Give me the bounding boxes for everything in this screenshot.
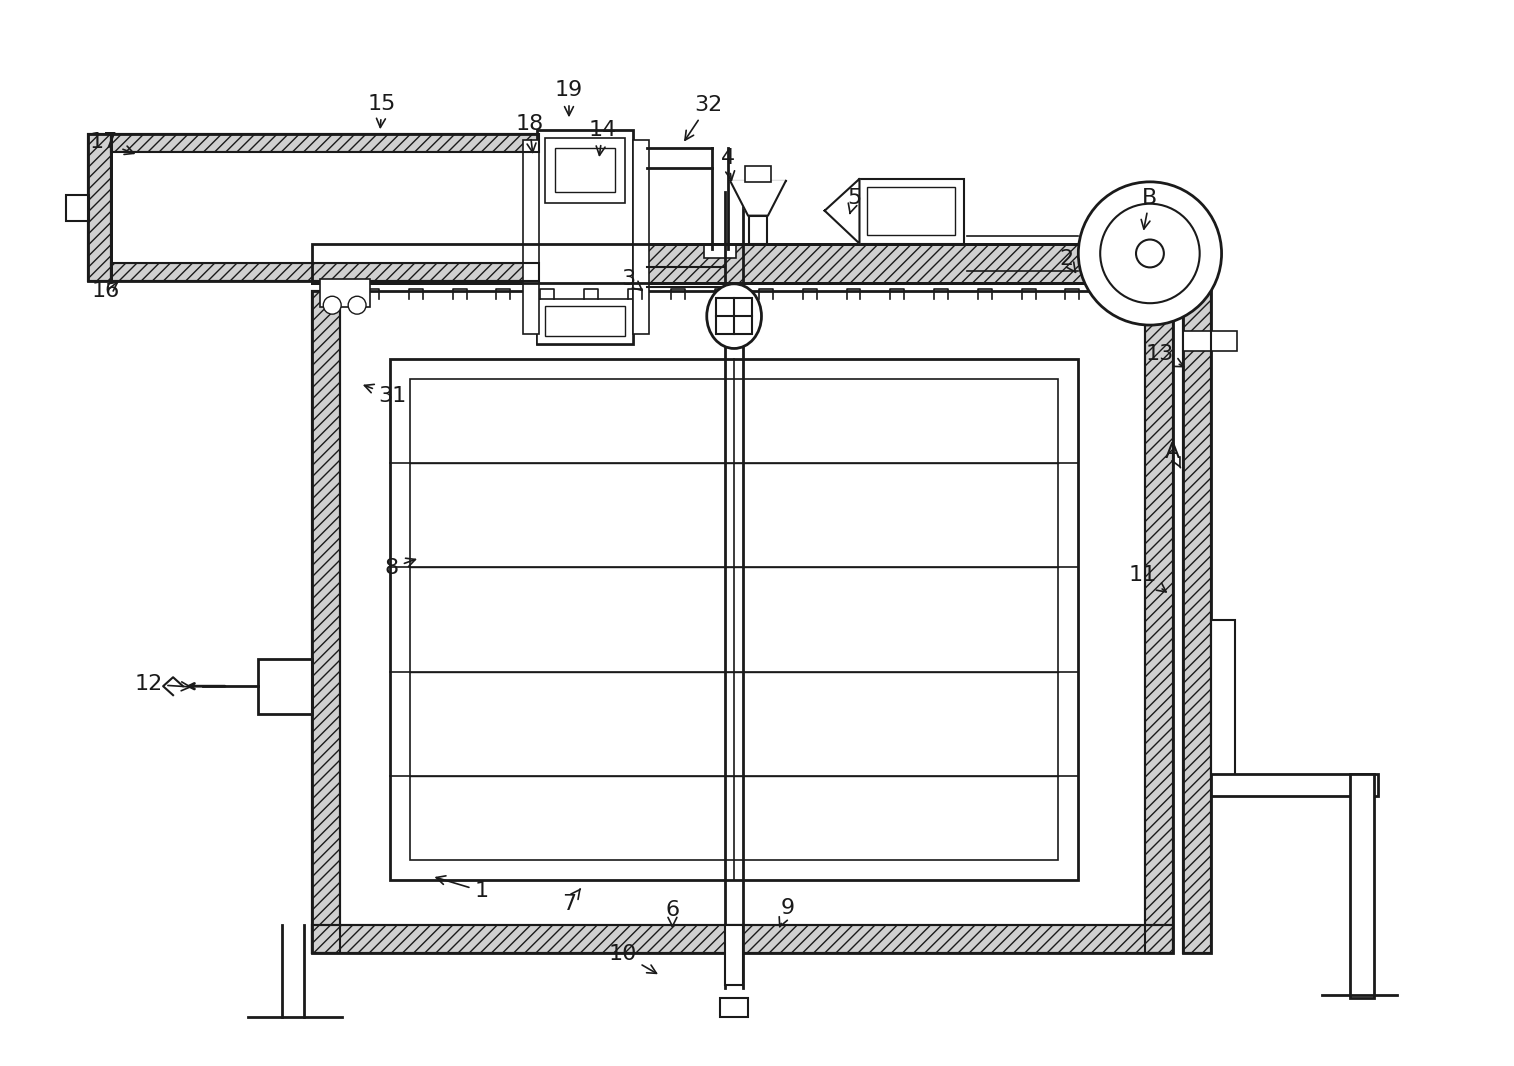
Circle shape	[1078, 182, 1222, 325]
Bar	[1182, 332, 1237, 351]
Bar	[1182, 243, 1211, 953]
Bar	[524, 140, 539, 334]
Bar	[312, 925, 1173, 953]
Bar	[716, 298, 752, 334]
Circle shape	[1101, 204, 1199, 303]
Bar	[860, 179, 964, 243]
Bar	[312, 243, 1173, 284]
Text: 16: 16	[91, 281, 120, 302]
Bar	[1182, 243, 1211, 953]
Text: 15: 15	[368, 94, 397, 128]
Bar	[88, 134, 112, 281]
Text: B: B	[1142, 188, 1158, 229]
Text: 4: 4	[721, 148, 736, 180]
Bar	[556, 148, 615, 192]
Polygon shape	[730, 181, 786, 215]
Bar	[725, 925, 743, 985]
Bar	[545, 139, 625, 203]
Text: 17: 17	[89, 132, 133, 155]
Text: 7: 7	[562, 889, 580, 914]
Text: 5: 5	[848, 188, 861, 213]
Bar	[88, 134, 112, 281]
Bar	[749, 215, 768, 243]
Text: 10: 10	[609, 943, 657, 973]
Bar	[312, 243, 1173, 284]
Bar	[745, 166, 771, 182]
Bar	[1145, 291, 1173, 953]
Bar	[537, 130, 633, 344]
Bar	[1211, 619, 1235, 778]
Circle shape	[348, 296, 366, 314]
Text: 12: 12	[135, 674, 191, 694]
Bar	[721, 998, 748, 1017]
Bar	[1182, 243, 1211, 953]
Bar	[537, 300, 633, 344]
Bar	[257, 660, 312, 714]
Polygon shape	[825, 179, 860, 243]
Bar	[1145, 291, 1173, 953]
Text: 31: 31	[365, 385, 406, 406]
Text: 8: 8	[385, 558, 415, 578]
Bar	[112, 263, 539, 281]
Text: A: A	[1166, 442, 1181, 468]
Bar	[410, 378, 1058, 860]
Bar	[1211, 774, 1378, 795]
Bar	[112, 134, 539, 152]
Bar	[633, 140, 648, 334]
Text: 32: 32	[684, 95, 722, 140]
Text: 18: 18	[515, 114, 544, 152]
Bar	[391, 359, 1078, 881]
Text: 2: 2	[1060, 249, 1075, 273]
Bar	[88, 134, 112, 281]
Text: 3: 3	[622, 270, 642, 290]
Text: 14: 14	[589, 120, 616, 156]
Bar	[312, 291, 1173, 953]
Bar	[312, 925, 1173, 953]
Ellipse shape	[707, 284, 762, 349]
Text: 1: 1	[436, 876, 489, 901]
Bar	[112, 263, 539, 281]
Text: 9: 9	[780, 898, 795, 926]
Bar	[868, 187, 955, 235]
Bar	[545, 306, 625, 336]
Bar	[112, 134, 539, 152]
Bar	[312, 243, 1173, 284]
Bar	[112, 134, 539, 281]
Text: 13: 13	[1146, 344, 1184, 367]
Bar	[321, 279, 369, 307]
Bar	[312, 291, 341, 953]
Circle shape	[324, 296, 341, 314]
Text: 11: 11	[1129, 565, 1166, 592]
Circle shape	[1136, 240, 1164, 268]
Bar	[112, 152, 539, 263]
Text: 19: 19	[554, 80, 583, 115]
Bar	[704, 244, 736, 258]
Text: 6: 6	[665, 900, 680, 926]
Bar	[1350, 774, 1373, 998]
Bar	[312, 291, 341, 953]
Bar	[65, 195, 89, 221]
